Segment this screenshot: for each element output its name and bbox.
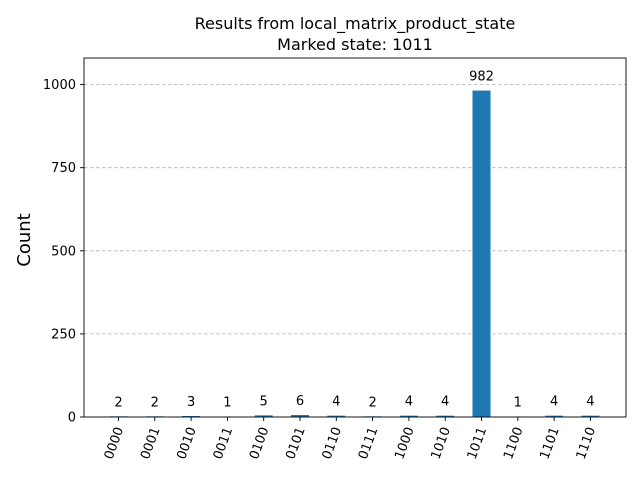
- chart-subtitle: Marked state: 1011: [277, 35, 433, 54]
- bar: [581, 415, 600, 417]
- data-label: 2: [151, 395, 159, 410]
- x-tick-label: 1110: [574, 425, 599, 461]
- x-tick-label: 1101: [537, 425, 562, 461]
- data-label: 6: [296, 394, 304, 409]
- x-tick-label: 1000: [392, 425, 417, 461]
- x-tick-label: 0010: [174, 425, 199, 461]
- x-tick-label: 0110: [320, 425, 345, 461]
- bar: [436, 415, 455, 417]
- x-tick-label: 0001: [138, 425, 163, 461]
- x-tick-label: 0101: [283, 425, 308, 461]
- data-label: 2: [114, 395, 122, 410]
- x-tick-label: 0100: [247, 425, 272, 461]
- data-label: 4: [332, 395, 340, 410]
- data-label: 3: [187, 395, 195, 410]
- data-label: 1: [514, 396, 522, 411]
- y-axis-ticks: 0 250 500 750 1000: [43, 78, 84, 426]
- y-tick-label: 500: [51, 244, 76, 259]
- data-label: 2: [368, 395, 376, 410]
- bar: [545, 415, 564, 417]
- bar: [254, 415, 273, 417]
- y-tick-label: 250: [51, 327, 76, 342]
- data-label: 1: [223, 396, 231, 411]
- y-tick-label: 1000: [43, 78, 76, 93]
- bar: [399, 415, 418, 417]
- x-tick-label: 1010: [429, 425, 454, 461]
- data-label: 4: [405, 395, 413, 410]
- data-labels: 2 2 3 1 5 6 4 2 4 4 982 1 4 4: [114, 70, 594, 411]
- x-tick-label: 0000: [102, 425, 127, 461]
- x-tick-label: 1011: [465, 425, 490, 461]
- grid-lines: [84, 84, 626, 418]
- x-tick-label: 0111: [356, 425, 381, 461]
- chart-title: Results from local_matrix_product_state: [195, 14, 516, 34]
- data-label: 982: [469, 70, 494, 85]
- x-tick-label: 1100: [501, 425, 526, 461]
- data-label: 4: [586, 395, 594, 410]
- bar: [327, 415, 346, 417]
- bar: [291, 415, 309, 417]
- data-label: 4: [550, 395, 558, 410]
- y-tick-label: 0: [68, 411, 76, 426]
- x-tick-label: 0011: [211, 425, 236, 461]
- bar: [472, 90, 491, 417]
- y-tick-label: 750: [51, 161, 76, 176]
- x-axis-ticks: 0000 0001 0010 0011 0100 0101 0110 0111 1000 1010…: [102, 417, 599, 461]
- data-label: 4: [441, 395, 449, 410]
- axes: [83, 57, 627, 418]
- y-axis-label: Count: [14, 213, 35, 266]
- data-label: 5: [260, 394, 268, 409]
- bar: [182, 416, 201, 417]
- plot-frame: [83, 57, 627, 418]
- bars: [109, 90, 600, 417]
